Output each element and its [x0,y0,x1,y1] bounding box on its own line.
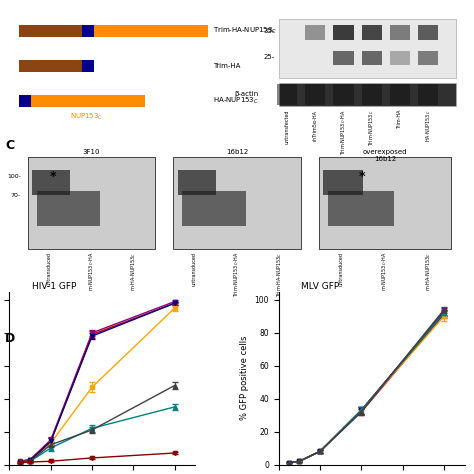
Bar [37,191,100,227]
Text: 3F10: 3F10 [82,149,100,155]
Bar [418,25,438,40]
Bar [82,60,94,72]
Text: Trim-NUP153$_C$-HA: Trim-NUP153$_C$-HA [87,252,96,297]
Bar [418,51,438,65]
Text: NUP153$_C$: NUP153$_C$ [70,111,104,122]
Bar [182,191,246,227]
Text: HA-NUP153$_C$: HA-NUP153$_C$ [424,109,433,142]
Bar [362,51,382,65]
Text: Trim-HA-NUP153$_C$: Trim-HA-NUP153$_C$ [129,252,138,297]
Text: untransduced: untransduced [338,252,343,286]
Bar [333,25,354,40]
Bar [328,191,394,227]
Text: *: * [49,171,56,183]
Text: 70-: 70- [11,193,21,198]
Y-axis label: % GFP positive cells: % GFP positive cells [240,336,249,420]
Bar [333,84,354,105]
Text: overexposed
16b12: overexposed 16b12 [363,149,407,162]
Text: 25-: 25- [264,54,275,60]
Bar [173,157,301,249]
Bar [27,157,155,249]
Text: untransfected: untransfected [284,109,290,144]
Text: 100-: 100- [7,174,21,180]
Bar [319,157,451,249]
Text: β-actin: β-actin [235,91,259,97]
Bar [32,170,71,195]
Text: Trim-NUP153$_C$: Trim-NUP153$_C$ [367,109,376,146]
Bar [279,19,456,78]
Bar [279,82,456,106]
Text: rhTrim5α-HA: rhTrim5α-HA [313,109,318,141]
Bar [362,84,382,105]
Text: Trim-NUP153$_C$-HA: Trim-NUP153$_C$-HA [339,109,348,155]
Bar [277,84,297,105]
Text: Trim-HA-NUP153$_C$: Trim-HA-NUP153$_C$ [424,252,433,297]
Bar [31,95,145,107]
Text: Trim-NUP153$_C$-HA: Trim-NUP153$_C$-HA [233,252,241,297]
Bar [362,25,382,40]
Bar [178,170,216,195]
Bar [82,25,94,36]
Text: HA-NUP153$_C$: HA-NUP153$_C$ [213,96,259,107]
Text: 16b12: 16b12 [226,149,248,155]
Text: HIV-1 GFP: HIV-1 GFP [32,282,76,291]
Text: untransduced: untransduced [192,252,197,286]
Bar [390,84,410,105]
Bar [418,84,438,105]
Bar [390,51,410,65]
Bar [19,60,82,72]
Bar [19,25,82,36]
Text: D: D [5,332,15,345]
Bar [333,51,354,65]
Text: untransduced: untransduced [46,252,51,286]
Text: Trim-HA: Trim-HA [397,109,402,129]
Bar [305,25,325,40]
Text: C: C [5,139,14,152]
Text: Trim-HA-NUP153$_C$: Trim-HA-NUP153$_C$ [213,26,277,36]
Bar [19,95,31,107]
Bar [390,25,410,40]
Text: *: * [359,171,365,183]
Text: Trim-NUP153$_C$-HA: Trim-NUP153$_C$-HA [381,252,389,297]
Bar [94,25,208,36]
Bar [305,84,325,105]
Text: MLV GFP: MLV GFP [301,282,339,291]
Text: 35-: 35- [264,27,275,34]
Text: Trim-HA-NUP153$_C$: Trim-HA-NUP153$_C$ [275,252,284,297]
Text: Trim-HA: Trim-HA [213,63,240,69]
Bar [323,170,363,195]
